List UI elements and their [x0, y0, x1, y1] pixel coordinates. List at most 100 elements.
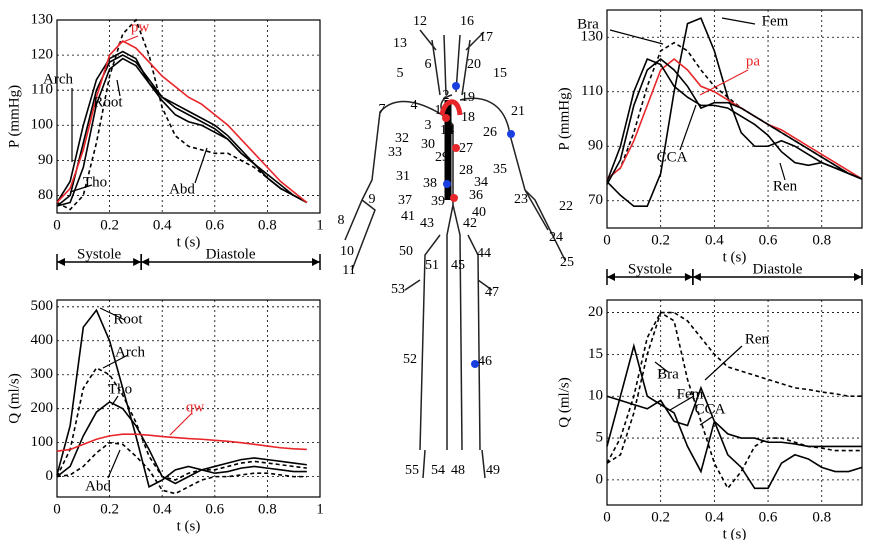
x-axis-label: t (s) — [177, 518, 201, 534]
annotation: Ren — [745, 331, 770, 347]
x-tick-label: 0.4 — [705, 509, 724, 525]
vessel-label: 45 — [451, 258, 465, 273]
annotation-arrow — [117, 35, 139, 45]
vessel-label: 10 — [340, 244, 354, 259]
y-tick-label: 0 — [596, 471, 604, 487]
node — [471, 360, 479, 368]
vessel-label: 25 — [560, 255, 574, 270]
vessel-label: 23 — [514, 192, 528, 207]
y-tick-label: 110 — [31, 82, 53, 98]
x-tick-label: 1 — [316, 501, 324, 517]
vessel-label: 54 — [431, 463, 445, 478]
plot-frame — [56, 19, 321, 214]
y-axis-label: Q (ml/s) — [6, 373, 22, 423]
y-tick-label: 200 — [31, 400, 54, 416]
annotation: Arch — [43, 71, 73, 87]
vessel-label: 11 — [342, 263, 355, 278]
vessel-label: 41 — [401, 209, 415, 224]
plot-frame — [56, 299, 321, 498]
annotation-arrow — [194, 147, 208, 184]
x-tick-label: 0.4 — [705, 232, 724, 248]
x-tick-label: 0.8 — [812, 509, 831, 525]
vessel-label: 39 — [431, 194, 445, 209]
y-tick-label: 500 — [31, 298, 54, 314]
vessel-label: 21 — [511, 104, 525, 119]
vessel-label: 3 — [425, 118, 432, 133]
annotation-arrow — [609, 29, 664, 45]
y-tick-label: 130 — [581, 29, 604, 45]
y-tick-label: 90 — [588, 138, 603, 154]
y-tick-label: 80 — [38, 187, 53, 203]
annotation: Root — [113, 311, 143, 327]
annotation: Ren — [773, 178, 798, 194]
chart: 0 0.2 0.4 0.6 0.8 1 0 100 200 300 400 500 t (s) Q (ml… — [6, 298, 323, 534]
vessel-label: 6 — [425, 57, 432, 72]
vessel-label: 14 — [440, 123, 454, 138]
annotation: pw — [131, 19, 150, 35]
x-tick-label: 0.2 — [100, 217, 119, 233]
annotation-arrow — [99, 307, 126, 321]
vessel-label: 48 — [451, 463, 465, 478]
vessel-label: 51 — [425, 258, 439, 273]
vessel-label: 2 — [443, 88, 450, 103]
x-axis-label: t (s) — [723, 526, 747, 540]
vessel-label: 26 — [483, 125, 497, 140]
y-tick-label: 120 — [31, 47, 54, 63]
annotation: Root — [93, 94, 123, 110]
annotation-arrow — [704, 345, 743, 381]
x-tick-label: 0.6 — [205, 217, 224, 233]
annotation-arrow — [111, 395, 119, 406]
vessel-label: 55 — [405, 463, 419, 478]
vessel-label: 1 — [435, 103, 442, 118]
plot-frame — [606, 9, 863, 229]
annotation: Tho — [83, 174, 107, 190]
vessel-label: 46 — [478, 354, 492, 369]
series-line — [606, 17, 863, 207]
vessel-label: 52 — [403, 352, 417, 367]
series-line — [56, 18, 308, 211]
y-tick-label: 5 — [596, 429, 604, 445]
x-tick-label: 0 — [603, 509, 611, 525]
series-line — [606, 58, 863, 182]
annotation-arrow — [699, 69, 749, 96]
vessel-label: 7 — [379, 102, 386, 117]
vessel-label: 28 — [459, 163, 473, 178]
y-tick-label: 90 — [38, 152, 53, 168]
y-tick-label: 300 — [31, 366, 54, 382]
node — [452, 144, 460, 152]
annotation: pa — [746, 53, 761, 69]
y-axis-label: P (mmHg) — [556, 87, 572, 150]
x-tick-label: 0.2 — [651, 509, 670, 525]
series-line — [56, 40, 308, 204]
vessel-label: 18 — [461, 110, 475, 125]
vessel-label: 37 — [398, 193, 412, 208]
annotation: Fem — [677, 386, 704, 402]
vessel-label: 49 — [486, 463, 500, 478]
vessel-label: 33 — [388, 145, 402, 160]
vessel-label: 53 — [391, 282, 405, 297]
vessel-label: 17 — [479, 30, 493, 45]
series-line — [606, 58, 863, 180]
annotation: Tho — [108, 381, 132, 397]
annotation-arrow — [116, 79, 121, 97]
vessel-label: 40 — [472, 205, 486, 220]
annotation: CCA — [657, 149, 688, 165]
annotation: Abd — [169, 181, 195, 197]
annotation-arrow — [654, 361, 669, 373]
vessel — [344, 29, 566, 479]
node — [452, 82, 460, 90]
chart: 0 0.2 0.4 0.6 0.8 70 90 110 130 t (s) P (mmHg) Bra F… — [556, 9, 863, 285]
phase-label: Diastole — [206, 246, 256, 262]
phase-label: Systole — [77, 246, 122, 262]
vessel-label: 31 — [396, 169, 410, 184]
chart: 0 0.2 0.4 0.6 0.8 0 5 10 15 20 t (s) Q (ml/s) Ren Bra… — [556, 299, 863, 540]
series-line — [606, 58, 863, 185]
series-line — [606, 311, 862, 490]
series-line — [606, 311, 862, 464]
vessel-label: 29 — [435, 150, 449, 165]
vessel-label: 15 — [493, 66, 507, 81]
x-tick-label: 0 — [53, 217, 61, 233]
vessel-label: 30 — [421, 137, 435, 152]
y-tick-label: 110 — [581, 83, 603, 99]
